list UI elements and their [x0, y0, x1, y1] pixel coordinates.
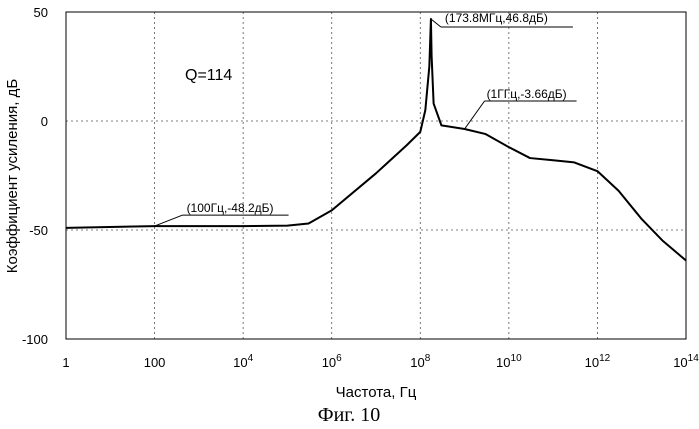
x-tick-label: 1 [62, 355, 69, 370]
x-tick-label: 1010 [496, 353, 522, 370]
x-tick-label: 1014 [673, 353, 699, 370]
annotation-label: (1ГГц,-3.66дБ) [487, 87, 567, 101]
annotation-leader [465, 101, 485, 129]
annotations: (173.8МГц,46.8дБ) (1ГГц,-3.66дБ) (100Гц,-4… [155, 11, 577, 226]
x-axis-label: Частота, Гц [336, 384, 417, 401]
x-tick-label: 100 [144, 355, 166, 370]
annotation-leader [155, 215, 183, 226]
y-tick-label: 50 [34, 5, 48, 20]
annotation-label: (173.8МГц,46.8дБ) [445, 11, 548, 25]
y-tick-label: -100 [22, 332, 48, 347]
x-tick-label: 106 [322, 353, 342, 370]
y-tick-label: 0 [41, 114, 48, 129]
y-axis-label: Коэффициент усиления, дБ [4, 79, 21, 274]
q-factor-label: Q=114 [185, 67, 232, 84]
y-tick-label: -50 [29, 223, 48, 238]
grid-lines [66, 12, 686, 339]
x-tick-label: 108 [410, 353, 430, 370]
x-tick-label: 104 [233, 353, 253, 370]
y-tick-labels: 50 0 -50 -100 [22, 5, 48, 347]
annotation-leader [431, 19, 441, 27]
plot-frame [66, 12, 686, 339]
x-tick-label: 1012 [585, 353, 611, 370]
x-tick-labels: 1 100 104 106 108 1010 1012 1014 [62, 353, 699, 370]
annotation-label: (100Гц,-48.2дБ) [187, 201, 274, 215]
figure-caption: Фиг. 10 [318, 404, 380, 426]
